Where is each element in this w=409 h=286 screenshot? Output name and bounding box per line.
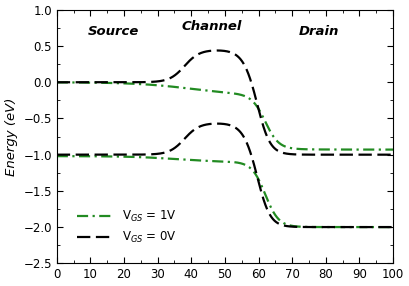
- V$_{GS}$ = 1V: [209, 89, 214, 93]
- Line: V$_{GS}$ = 0V: V$_{GS}$ = 0V: [57, 51, 393, 155]
- V$_{GS}$ = 1V: [218, 90, 223, 94]
- V$_{GS}$ = 0V: [54, 81, 59, 84]
- V$_{GS}$ = 0V: [391, 153, 396, 156]
- V$_{GS}$ = 1V: [319, 148, 324, 151]
- Text: Drain: Drain: [299, 25, 339, 38]
- V$_{GS}$ = 0V: [319, 153, 324, 156]
- V$_{GS}$ = 1V: [381, 148, 386, 151]
- V$_{GS}$ = 1V: [54, 81, 59, 84]
- V$_{GS}$ = 0V: [381, 153, 386, 156]
- V$_{GS}$ = 1V: [72, 81, 76, 84]
- V$_{GS}$ = 0V: [218, 49, 223, 52]
- Line: V$_{GS}$ = 1V: V$_{GS}$ = 1V: [57, 82, 393, 150]
- V$_{GS}$ = 1V: [391, 148, 396, 151]
- Text: Source: Source: [88, 25, 139, 38]
- V$_{GS}$ = 0V: [381, 153, 386, 156]
- V$_{GS}$ = 1V: [381, 148, 386, 151]
- V$_{GS}$ = 0V: [215, 49, 220, 52]
- V$_{GS}$ = 0V: [209, 49, 214, 52]
- Text: Channel: Channel: [181, 20, 242, 33]
- Y-axis label: Energy (eV): Energy (eV): [5, 97, 18, 176]
- Legend: V$_{GS}$ = 1V, V$_{GS}$ = 0V: V$_{GS}$ = 1V, V$_{GS}$ = 0V: [73, 204, 182, 250]
- V$_{GS}$ = 0V: [72, 81, 76, 84]
